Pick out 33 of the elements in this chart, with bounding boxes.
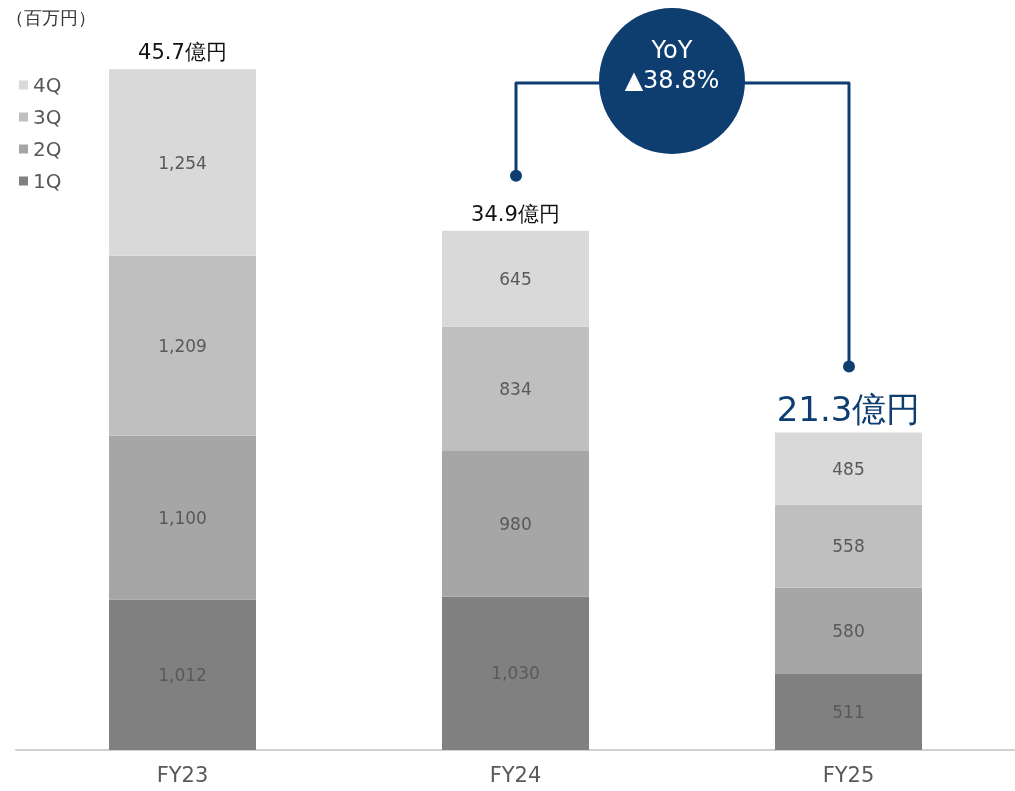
- data-label: 834: [499, 378, 532, 399]
- x-tick-label: FY23: [156, 762, 209, 787]
- bar: [442, 326, 589, 451]
- data-label: 1,100: [158, 507, 207, 528]
- bar: [442, 230, 589, 327]
- data-label: 558: [832, 536, 865, 557]
- bar: [442, 596, 589, 750]
- data-label: 580: [832, 620, 865, 641]
- annotation: 21.3億円: [776, 389, 921, 430]
- x-tick-label: FY24: [489, 762, 542, 787]
- x-tick-label: FY25: [822, 762, 875, 787]
- data-label: 1,254: [158, 152, 207, 173]
- legend-label: 4Q: [33, 73, 62, 97]
- y-axis-title: （百万円）: [6, 6, 96, 28]
- legend-label: 3Q: [33, 105, 62, 129]
- bar: [775, 504, 922, 588]
- data-label: 645: [499, 268, 532, 289]
- legend-label: 1Q: [33, 169, 62, 193]
- data-label: 1,209: [158, 335, 207, 356]
- bar: [109, 69, 256, 256]
- bar: [109, 255, 256, 436]
- bar: [109, 435, 256, 600]
- bar: [775, 673, 922, 750]
- bar: [109, 599, 256, 750]
- bar: [775, 587, 922, 674]
- annotation: 45.7億円: [138, 40, 227, 65]
- bar: [775, 432, 922, 505]
- bar: [442, 450, 589, 597]
- annotation: 34.9億円: [471, 201, 560, 226]
- annotation: YoY ▲38.8%: [624, 36, 720, 94]
- data-label: 980: [499, 513, 532, 534]
- data-label: 485: [832, 458, 865, 479]
- legend-label: 2Q: [33, 137, 62, 161]
